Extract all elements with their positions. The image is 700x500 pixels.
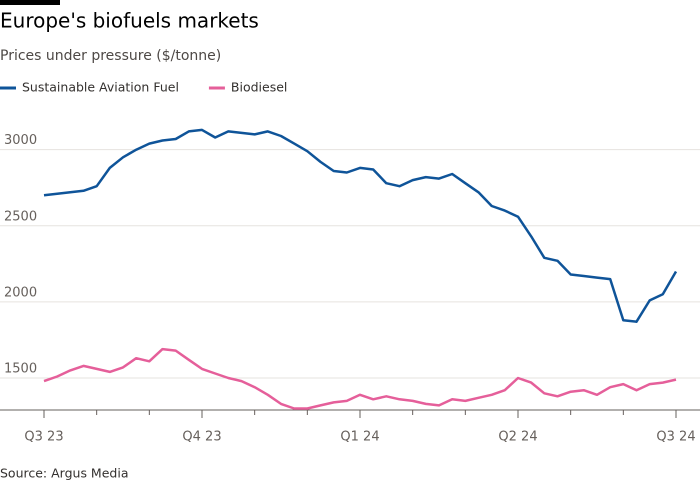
chart-subtitle: Prices under pressure ($/tonne) (0, 48, 221, 64)
series-line (43, 347, 677, 410)
x-tick-label: Q2 24 (498, 430, 537, 445)
y-tick-label: 2500 (4, 209, 37, 224)
x-tick-label: Q3 23 (24, 430, 63, 445)
y-tick-label: 3000 (4, 133, 37, 148)
y-tick-label: 2000 (4, 285, 37, 300)
x-tick-label: Q4 23 (182, 430, 221, 445)
chart-title: Europe's biofuels markets (0, 9, 259, 33)
x-tick-label: Q3 24 (656, 430, 695, 445)
brand-bar (0, 0, 60, 5)
legend-label: Biodiesel (231, 80, 287, 95)
x-tick-label: Q1 24 (340, 430, 379, 445)
series-line (43, 128, 678, 323)
legend-label: Sustainable Aviation Fuel (22, 80, 179, 95)
source: Source: Argus Media (0, 466, 128, 481)
y-tick-label: 1500 (4, 362, 37, 377)
